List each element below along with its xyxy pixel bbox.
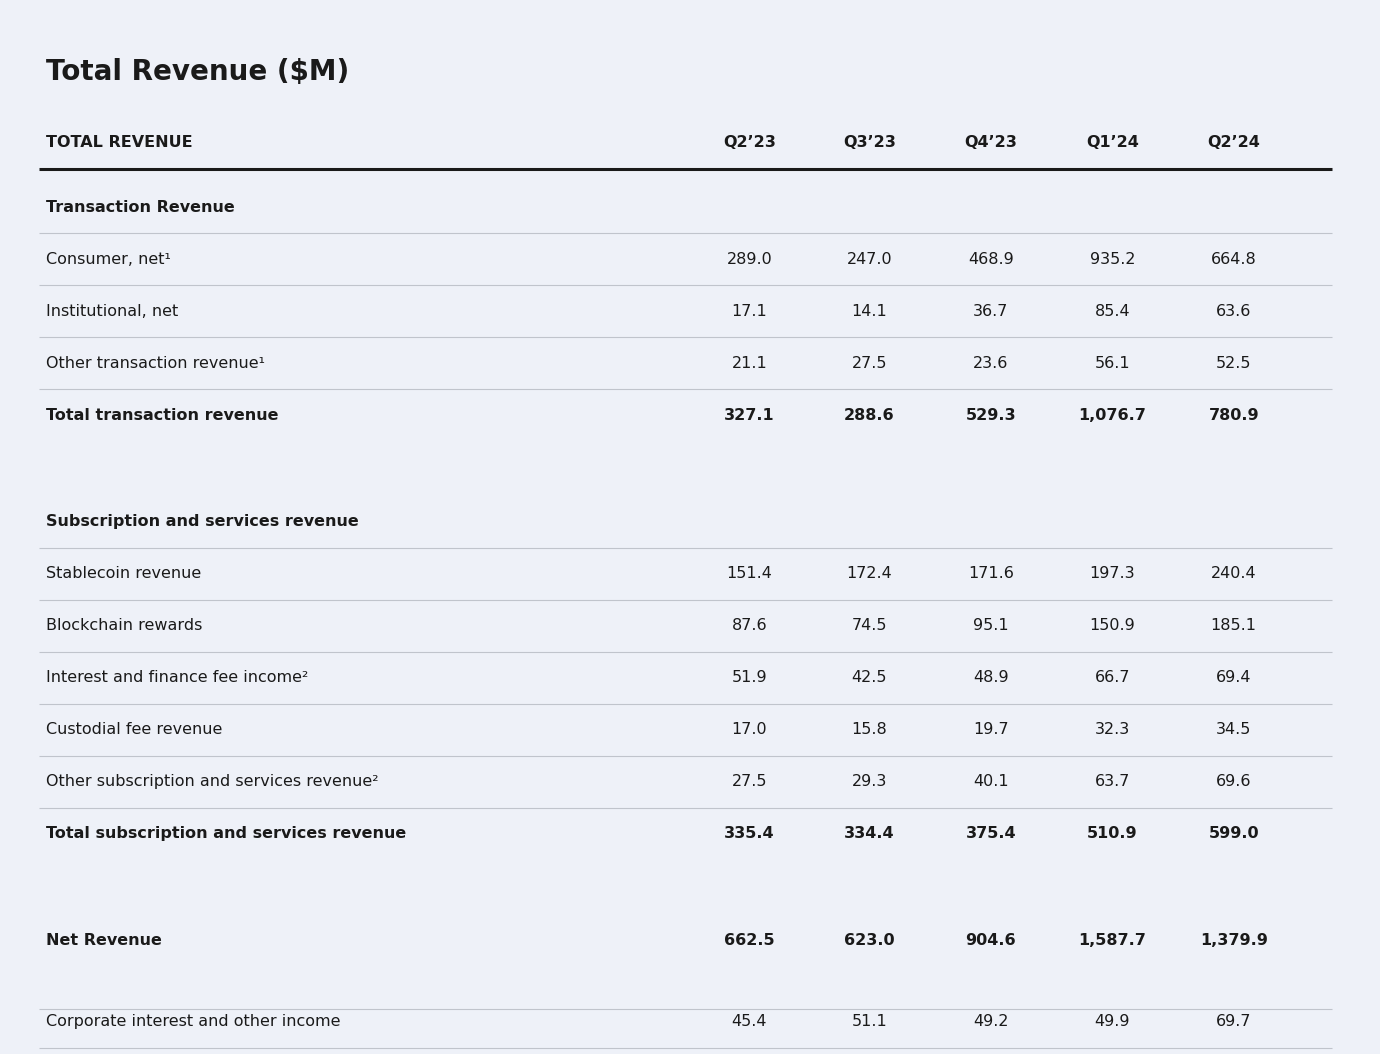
Text: Stablecoin revenue: Stablecoin revenue <box>46 566 201 582</box>
Text: Total subscription and services revenue: Total subscription and services revenue <box>46 826 406 841</box>
Text: 935.2: 935.2 <box>1090 252 1134 267</box>
Text: Transaction Revenue: Transaction Revenue <box>46 199 235 215</box>
Text: 69.4: 69.4 <box>1216 670 1252 685</box>
Text: 623.0: 623.0 <box>845 934 894 949</box>
Text: 27.5: 27.5 <box>851 355 887 371</box>
Text: 1,076.7: 1,076.7 <box>1078 408 1147 423</box>
Text: Corporate interest and other income: Corporate interest and other income <box>46 1015 339 1030</box>
Text: Q1’24: Q1’24 <box>1086 135 1138 150</box>
Text: 904.6: 904.6 <box>966 934 1016 949</box>
Text: 87.6: 87.6 <box>731 619 767 633</box>
Text: 171.6: 171.6 <box>967 566 1014 582</box>
Text: 288.6: 288.6 <box>845 408 894 423</box>
Text: 247.0: 247.0 <box>846 252 893 267</box>
Text: 662.5: 662.5 <box>724 934 774 949</box>
Text: Institutional, net: Institutional, net <box>46 304 178 318</box>
Text: 150.9: 150.9 <box>1089 619 1136 633</box>
Text: 42.5: 42.5 <box>851 670 887 685</box>
Text: 335.4: 335.4 <box>724 826 774 841</box>
Text: 327.1: 327.1 <box>724 408 774 423</box>
Text: Total Revenue ($M): Total Revenue ($M) <box>46 58 349 86</box>
Text: Q2’24: Q2’24 <box>1208 135 1260 150</box>
Text: Q3’23: Q3’23 <box>843 135 896 150</box>
Text: 19.7: 19.7 <box>973 722 1009 738</box>
Text: 23.6: 23.6 <box>973 355 1009 371</box>
Text: Total transaction revenue: Total transaction revenue <box>46 408 277 423</box>
Text: 14.1: 14.1 <box>851 304 887 318</box>
Text: 780.9: 780.9 <box>1209 408 1259 423</box>
Text: Q4’23: Q4’23 <box>965 135 1017 150</box>
Text: 29.3: 29.3 <box>851 775 887 789</box>
Text: 66.7: 66.7 <box>1094 670 1130 685</box>
Text: 32.3: 32.3 <box>1094 722 1130 738</box>
Text: 27.5: 27.5 <box>731 775 767 789</box>
Text: Blockchain rewards: Blockchain rewards <box>46 619 201 633</box>
Text: 56.1: 56.1 <box>1094 355 1130 371</box>
Text: 17.1: 17.1 <box>731 304 767 318</box>
Text: 49.2: 49.2 <box>973 1015 1009 1030</box>
Text: 468.9: 468.9 <box>967 252 1014 267</box>
Text: 1,379.9: 1,379.9 <box>1199 934 1268 949</box>
Text: TOTAL REVENUE: TOTAL REVENUE <box>46 135 192 150</box>
Text: 49.9: 49.9 <box>1094 1015 1130 1030</box>
Text: 529.3: 529.3 <box>966 408 1016 423</box>
Text: 63.7: 63.7 <box>1094 775 1130 789</box>
Text: 45.4: 45.4 <box>731 1015 767 1030</box>
Text: 34.5: 34.5 <box>1216 722 1252 738</box>
Text: 17.0: 17.0 <box>731 722 767 738</box>
Text: Custodial fee revenue: Custodial fee revenue <box>46 722 222 738</box>
Text: Other subscription and services revenue²: Other subscription and services revenue² <box>46 775 378 789</box>
Text: 240.4: 240.4 <box>1210 566 1257 582</box>
Text: 510.9: 510.9 <box>1087 826 1137 841</box>
Text: 15.8: 15.8 <box>851 722 887 738</box>
Text: 51.9: 51.9 <box>731 670 767 685</box>
Text: 63.6: 63.6 <box>1216 304 1252 318</box>
Text: 151.4: 151.4 <box>726 566 773 582</box>
Text: 74.5: 74.5 <box>851 619 887 633</box>
Text: 21.1: 21.1 <box>731 355 767 371</box>
Text: Interest and finance fee income²: Interest and finance fee income² <box>46 670 308 685</box>
Text: 85.4: 85.4 <box>1094 304 1130 318</box>
Text: 375.4: 375.4 <box>966 826 1016 841</box>
Text: Other transaction revenue¹: Other transaction revenue¹ <box>46 355 265 371</box>
Text: 69.7: 69.7 <box>1216 1015 1252 1030</box>
Text: 334.4: 334.4 <box>845 826 894 841</box>
Text: 95.1: 95.1 <box>973 619 1009 633</box>
Text: Consumer, net¹: Consumer, net¹ <box>46 252 170 267</box>
Text: 289.0: 289.0 <box>726 252 773 267</box>
Text: 40.1: 40.1 <box>973 775 1009 789</box>
Text: 69.6: 69.6 <box>1216 775 1252 789</box>
Text: 48.9: 48.9 <box>973 670 1009 685</box>
Text: 197.3: 197.3 <box>1089 566 1136 582</box>
Text: 664.8: 664.8 <box>1210 252 1257 267</box>
Text: 599.0: 599.0 <box>1209 826 1259 841</box>
Text: 172.4: 172.4 <box>846 566 893 582</box>
Text: Q2’23: Q2’23 <box>723 135 776 150</box>
Text: 52.5: 52.5 <box>1216 355 1252 371</box>
Text: 51.1: 51.1 <box>851 1015 887 1030</box>
Text: 185.1: 185.1 <box>1210 619 1257 633</box>
Text: 36.7: 36.7 <box>973 304 1009 318</box>
Text: Subscription and services revenue: Subscription and services revenue <box>46 514 359 529</box>
Text: 1,587.7: 1,587.7 <box>1078 934 1147 949</box>
Text: Net Revenue: Net Revenue <box>46 934 161 949</box>
